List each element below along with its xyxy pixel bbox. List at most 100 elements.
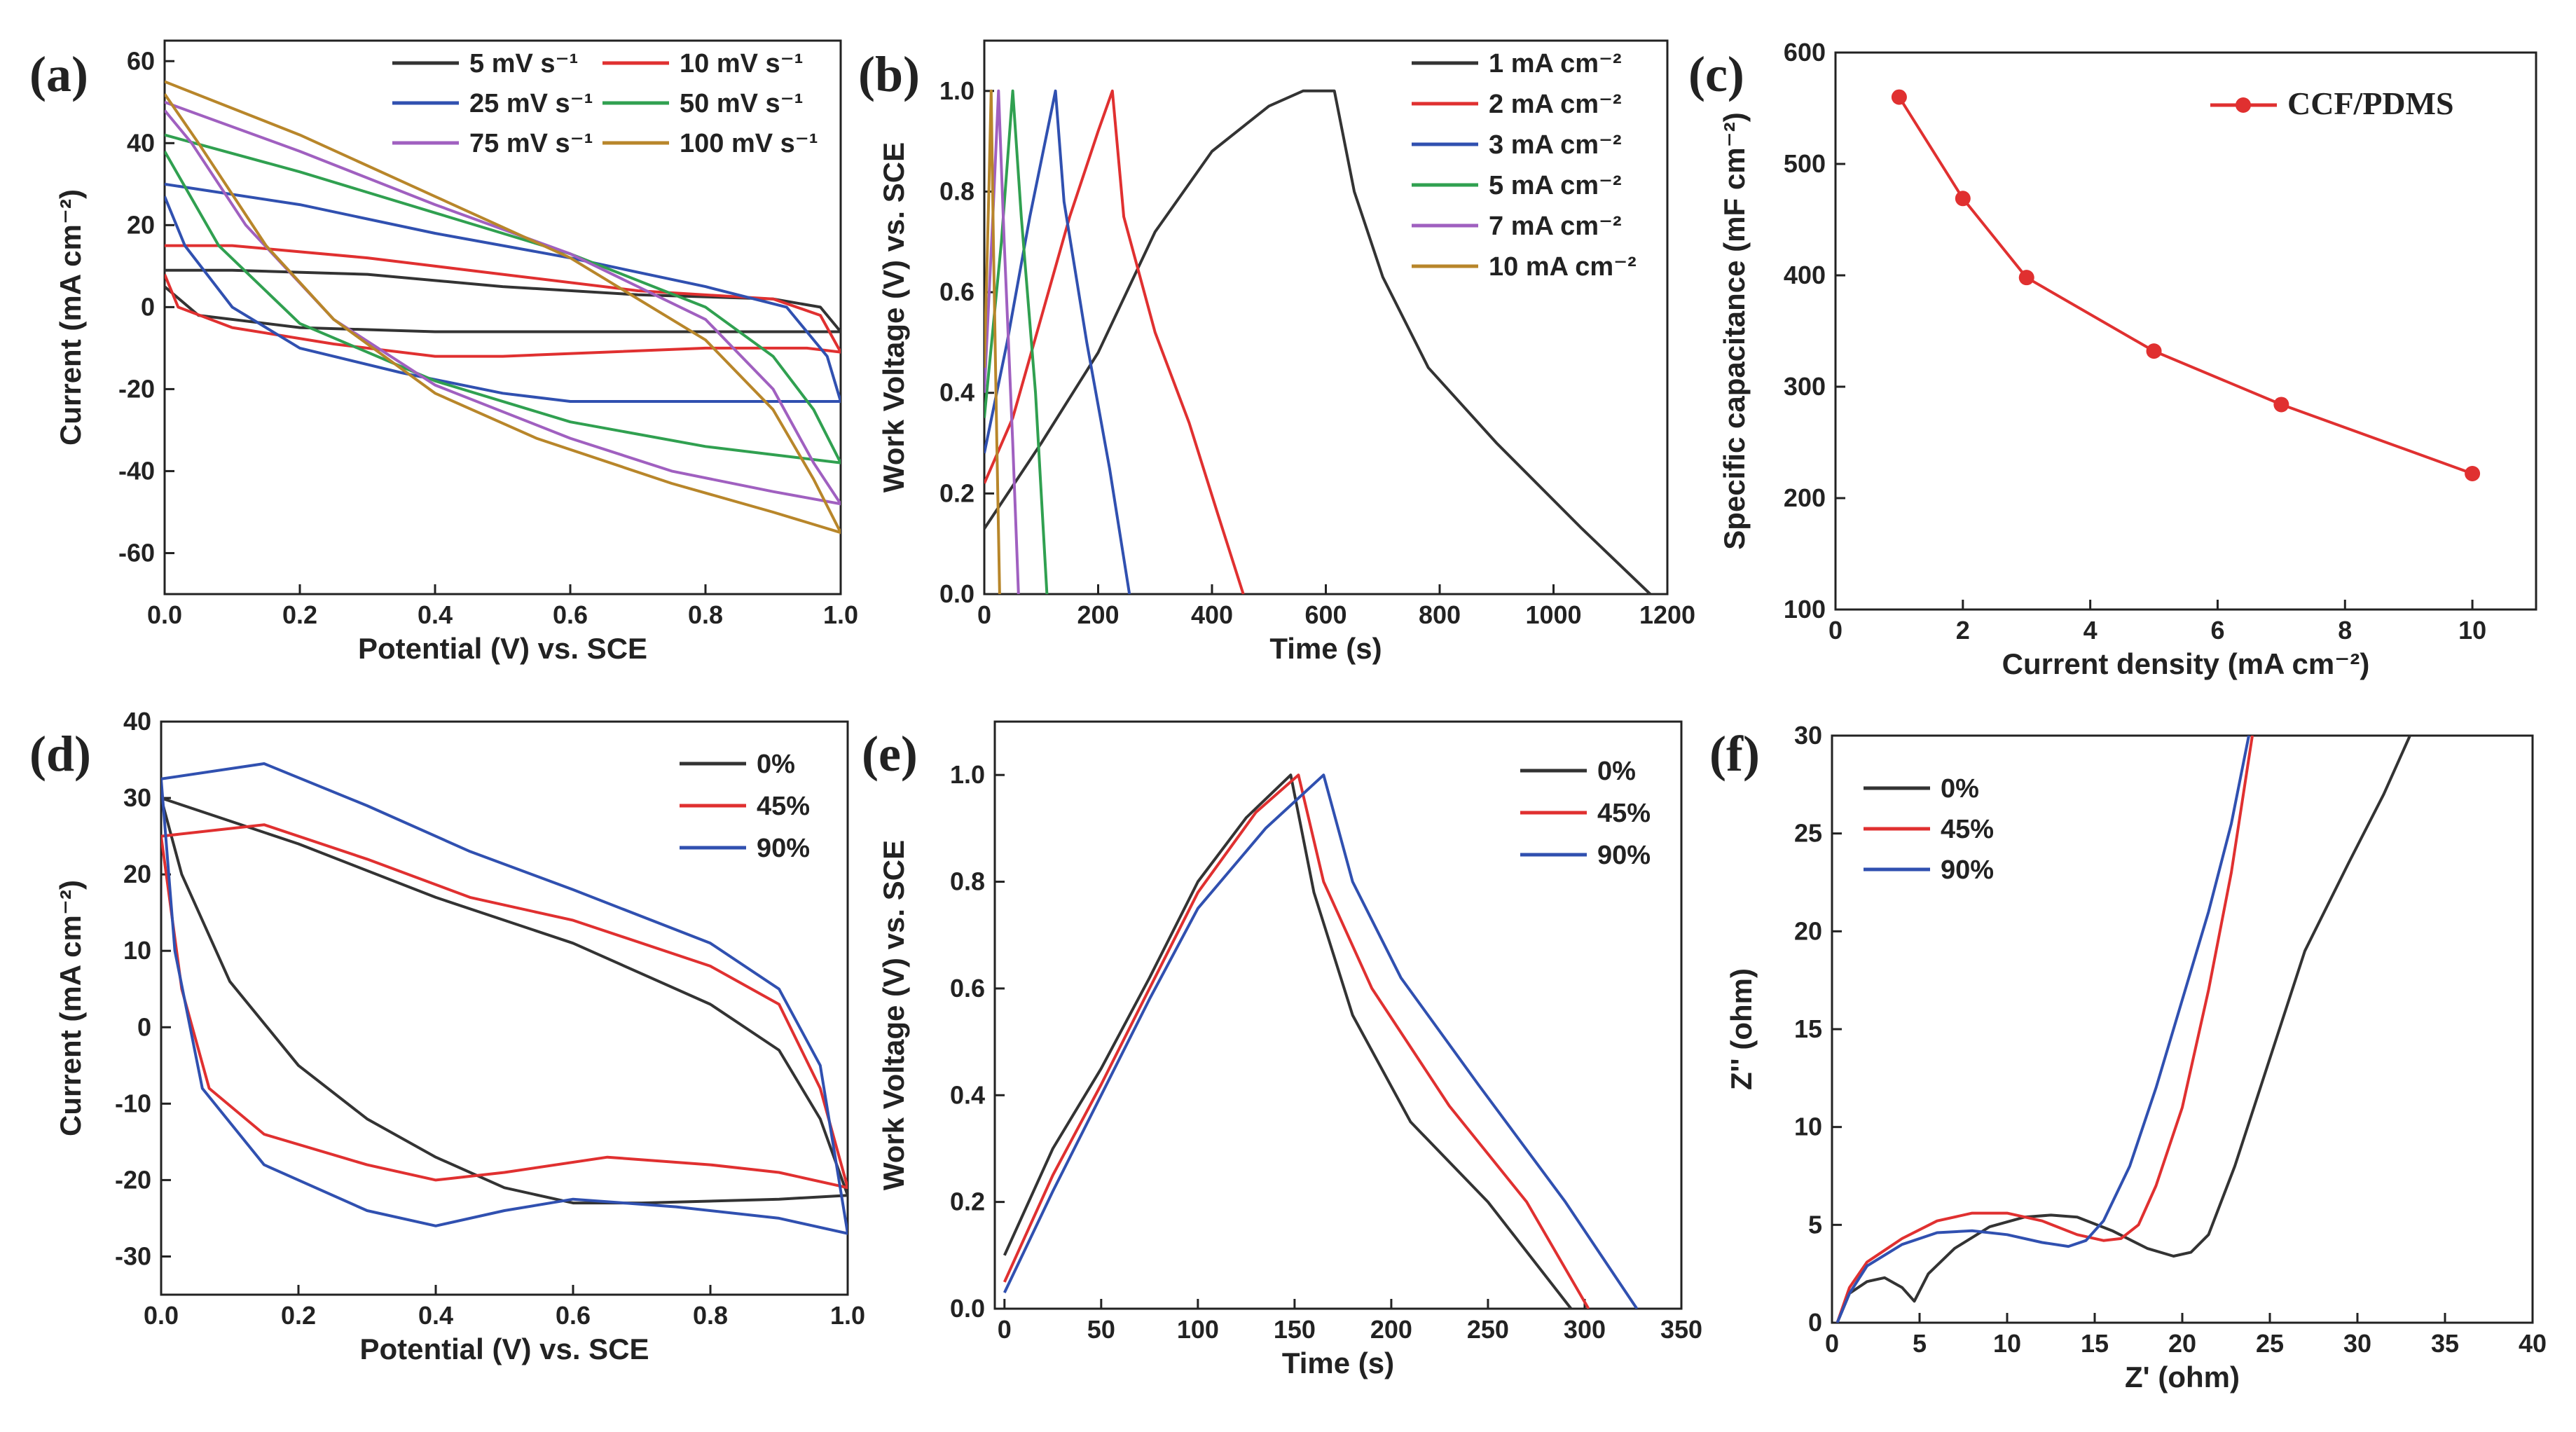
y-tick-label: -40	[118, 456, 155, 485]
y-axis-label: Current (mA cm⁻²)	[54, 880, 87, 1136]
x-tick-label: 40	[2519, 1329, 2547, 1358]
y-tick-label: 1.0	[950, 760, 985, 789]
x-tick-label: 600	[1304, 600, 1346, 629]
y-tick-label: 100	[1784, 595, 1826, 624]
panel-label: (f)	[1709, 726, 1760, 782]
series-line	[984, 89, 1131, 594]
x-tick-label: 300	[1564, 1315, 1606, 1344]
x-tick-label: 0.6	[556, 1301, 591, 1330]
legend-label: 5 mV s⁻¹	[469, 49, 578, 78]
x-tick-label: 0.2	[282, 600, 317, 629]
legend-label: 90%	[1941, 855, 1994, 885]
panel-label: (d)	[29, 726, 91, 782]
legend-label: 0%	[1597, 757, 1636, 786]
x-tick-label: 200	[1370, 1315, 1412, 1344]
legend-label: 45%	[1597, 799, 1651, 828]
data-point	[1955, 191, 1971, 207]
x-axis-label: Potential (V) vs. SCE	[358, 632, 647, 665]
legend-label: 10 mA cm⁻²	[1489, 252, 1637, 282]
series-line	[165, 244, 841, 358]
legend-label: 90%	[757, 834, 810, 863]
y-tick-label: 0.6	[950, 974, 985, 1003]
y-tick-label: 10	[123, 936, 151, 965]
legend-label: 10 mV s⁻¹	[680, 49, 803, 78]
y-tick-label: 5	[1808, 1210, 1822, 1239]
y-tick-label: -20	[115, 1165, 151, 1194]
chart-d: 0.0 0.2 0.4 0.6 0.8 1.0 -30 -20 -10 0 10 20 30 40 Pote…	[29, 707, 865, 1365]
x-tick-label: 1.0	[823, 600, 858, 629]
y-tick-label: 20	[127, 210, 155, 239]
legend-label: 3 mA cm⁻²	[1489, 130, 1622, 160]
x-axis-label: Current density (mA cm⁻²)	[2002, 647, 2370, 680]
x-tick-label: 25	[2256, 1329, 2284, 1358]
x-tick-label: 20	[2168, 1329, 2196, 1358]
chart-e: 0 50 100 150 200 250 300 350 0.0 0.2 0.4 0.6 0.8 1.0 T…	[862, 720, 1702, 1379]
y-tick-label: -10	[115, 1089, 151, 1117]
series-line	[1003, 773, 1573, 1309]
y-tick-label: 10	[1794, 1113, 1822, 1141]
series-line	[984, 89, 1001, 594]
plot-frame	[1834, 51, 2537, 611]
legend-label: 7 mA cm⁻²	[1489, 212, 1622, 241]
x-tick-label: 30	[2343, 1329, 2371, 1358]
plot-frame	[993, 720, 1683, 1310]
series-line	[1835, 736, 2254, 1323]
chart-a: 0.0 0.2 0.4 0.6 0.8 1.0 -60 -40 -20 0 20 40 60 Potent…	[29, 39, 858, 665]
series-line	[984, 89, 1245, 594]
legend-label: 0%	[757, 750, 795, 779]
x-tick-label: 0.2	[281, 1301, 316, 1330]
legend-label: 2 mA cm⁻²	[1489, 90, 1622, 119]
x-tick-label: 0	[977, 600, 991, 629]
x-tick-label: 350	[1660, 1315, 1702, 1344]
y-tick-label: 40	[123, 707, 151, 736]
x-tick-label: 10	[1993, 1329, 2021, 1358]
y-tick-label: 500	[1784, 149, 1826, 178]
y-tick-label: 20	[1794, 916, 1822, 945]
series-line	[1898, 96, 2473, 475]
series-line	[1835, 736, 2250, 1323]
legend-label: 25 mV s⁻¹	[469, 89, 593, 118]
x-tick-label: 6	[2210, 616, 2224, 645]
y-tick-label: 15	[1794, 1014, 1822, 1043]
y-tick-label: -30	[115, 1241, 151, 1270]
x-tick-label: 0.6	[553, 600, 588, 629]
series-line	[165, 182, 841, 403]
x-tick-label: 1200	[1639, 600, 1695, 629]
series-line	[161, 762, 848, 1235]
legend-label: 5 mA cm⁻²	[1489, 171, 1622, 200]
series-line	[165, 268, 841, 333]
y-tick-label: 0.0	[950, 1294, 985, 1323]
series-line	[1003, 773, 1639, 1309]
y-tick-label: 400	[1784, 261, 1826, 289]
y-axis-label: Current (mA cm⁻²)	[54, 189, 87, 446]
y-tick-label: 200	[1784, 483, 1826, 512]
panel-label: (b)	[858, 46, 920, 102]
data-point	[2273, 397, 2289, 413]
panel-label: (a)	[29, 46, 88, 102]
x-tick-label: 200	[1077, 600, 1119, 629]
x-tick-label: 400	[1191, 600, 1233, 629]
x-tick-label: 250	[1467, 1315, 1509, 1344]
x-tick-label: 0	[1828, 616, 1843, 645]
x-tick-label: 0.8	[693, 1301, 728, 1330]
x-tick-label: 0	[998, 1315, 1012, 1344]
data-point	[2465, 466, 2481, 482]
x-tick-label: 15	[2081, 1329, 2109, 1358]
x-axis-label: Potential (V) vs. SCE	[359, 1333, 649, 1365]
y-axis-label: Z'' (ohm)	[1725, 968, 1758, 1090]
x-tick-label: 1.0	[830, 1301, 865, 1330]
x-tick-label: 50	[1087, 1315, 1115, 1344]
panel-label: (c)	[1688, 46, 1744, 102]
y-tick-label: 0.2	[939, 479, 974, 507]
series-line	[984, 89, 1049, 594]
series-line	[1835, 736, 2411, 1323]
x-tick-label: 0.4	[418, 600, 453, 629]
y-tick-label: 60	[127, 46, 155, 75]
y-tick-label: 0.8	[939, 177, 974, 205]
y-axis-label: Specific capacitance (mF cm⁻²)	[1718, 112, 1751, 549]
x-tick-label: 4	[2083, 616, 2098, 645]
y-tick-label: 25	[1794, 819, 1822, 848]
plot-frame	[1831, 734, 2534, 1324]
plot-frame	[160, 720, 849, 1296]
